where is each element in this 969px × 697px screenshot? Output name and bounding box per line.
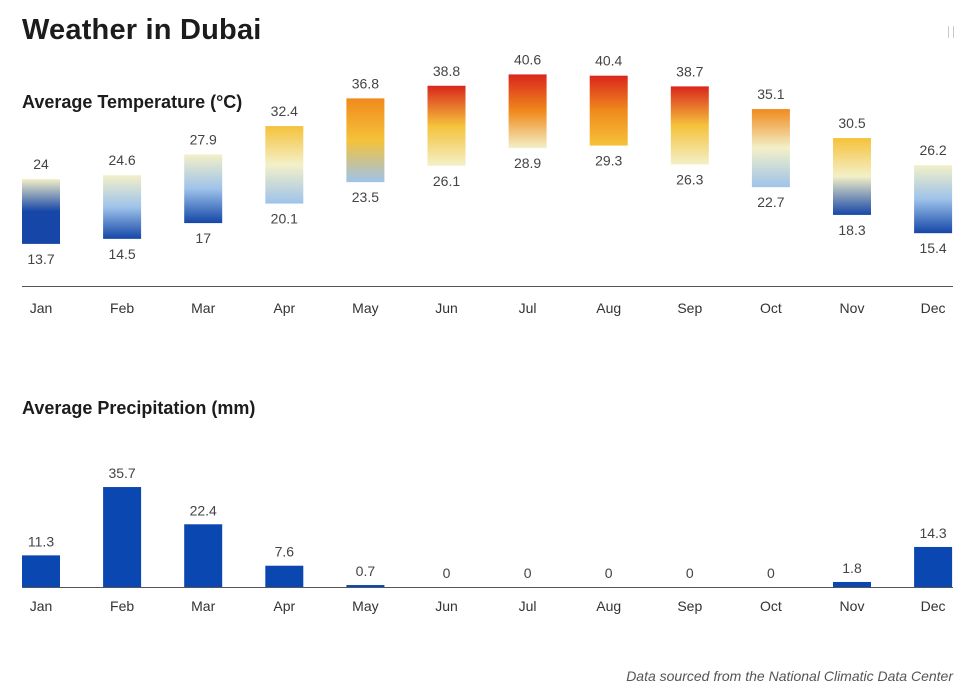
- month-label-dec: Dec: [921, 598, 946, 614]
- precip-value-label: 7.6: [275, 544, 295, 560]
- month-label-jun: Jun: [435, 598, 458, 614]
- month-label-aug: Aug: [596, 598, 621, 614]
- month-label-jun: Jun: [435, 300, 458, 316]
- temp-low-label: 26.1: [433, 173, 460, 189]
- temp-high-label: 40.6: [514, 51, 541, 67]
- temp-range-bar-sep: [670, 86, 709, 165]
- month-label-feb: Feb: [110, 598, 134, 614]
- temp-high-label: 24: [33, 156, 49, 172]
- precip-value-label: 0.7: [356, 563, 376, 579]
- precip-value-label: 0: [524, 565, 532, 581]
- month-label-mar: Mar: [191, 300, 215, 316]
- precip-bar-feb: [103, 487, 142, 587]
- temperature-chart: 24 13.7 Jan 24.6 14.5 Feb 27.9 17 Mar 32.4 20.1 Apr…: [22, 51, 953, 316]
- month-label-jan: Jan: [30, 598, 53, 614]
- temp-high-label: 32.4: [271, 103, 298, 119]
- temp-low-label: 29.3: [595, 153, 622, 169]
- month-label-oct: Oct: [760, 598, 782, 614]
- month-label-sep: Sep: [677, 598, 702, 614]
- scroll-indicator[interactable]: [948, 26, 954, 38]
- temp-high-label: 26.2: [919, 142, 946, 158]
- temp-high-label: 24.6: [108, 152, 135, 168]
- precip-value-label: 0: [767, 565, 775, 581]
- temp-range-bar-dec: [914, 165, 953, 234]
- temp-range-bar-mar: [184, 154, 223, 224]
- temp-low-label: 17: [195, 230, 211, 246]
- month-label-may: May: [352, 300, 378, 316]
- temp-high-label: 36.8: [352, 75, 379, 91]
- temp-low-label: 13.7: [27, 251, 54, 267]
- temp-high-label: 40.4: [595, 53, 622, 69]
- month-label-jul: Jul: [519, 598, 537, 614]
- precip-bar-mar: [184, 524, 223, 587]
- temp-high-label: 35.1: [757, 86, 784, 102]
- month-label-apr: Apr: [273, 300, 295, 316]
- temp-high-label: 27.9: [190, 131, 217, 147]
- precip-value-label: 11.3: [28, 533, 54, 549]
- precip-value-label: 14.3: [919, 525, 946, 541]
- month-label-aug: Aug: [596, 300, 621, 316]
- precip-value-label: 0: [686, 565, 694, 581]
- temp-low-label: 18.3: [838, 222, 865, 238]
- month-label-mar: Mar: [191, 598, 215, 614]
- month-label-dec: Dec: [921, 300, 946, 316]
- precip-value-label: 0: [605, 565, 613, 581]
- precip-bar-apr: [265, 565, 304, 587]
- temp-range-bar-jun: [427, 85, 466, 166]
- temp-range-bar-apr: [265, 126, 304, 204]
- temp-high-label: 38.7: [676, 63, 703, 79]
- temp-range-bar-oct: [751, 109, 790, 188]
- source-note: Data sourced from the National Climatic …: [626, 668, 953, 684]
- month-label-jul: Jul: [519, 300, 537, 316]
- temp-low-label: 20.1: [271, 211, 298, 227]
- precip-value-label: 22.4: [190, 502, 217, 518]
- temp-range-bar-feb: [103, 175, 142, 239]
- month-label-feb: Feb: [110, 300, 134, 316]
- temp-range-bar-nov: [833, 138, 871, 215]
- precip-value-label: 0: [443, 565, 451, 581]
- precip-bar-dec: [914, 546, 953, 587]
- temp-low-label: 28.9: [514, 155, 541, 171]
- temp-low-label: 23.5: [352, 189, 379, 205]
- month-label-jan: Jan: [30, 300, 53, 316]
- page-title: Weather in Dubai: [22, 14, 262, 46]
- month-label-nov: Nov: [840, 300, 865, 316]
- month-label-apr: Apr: [273, 598, 295, 614]
- precip-value-label: 1.8: [842, 560, 862, 576]
- temp-low-label: 26.3: [676, 172, 703, 188]
- temp-high-label: 30.5: [838, 115, 865, 131]
- precip-bar-nov: [833, 581, 871, 587]
- temperature-chart-title: Average Temperature (°C): [22, 92, 243, 112]
- temp-range-bar-jul: [508, 74, 547, 149]
- month-label-oct: Oct: [760, 300, 782, 316]
- temp-range-bar-aug: [589, 75, 628, 146]
- temp-high-label: 38.8: [433, 63, 460, 79]
- month-label-nov: Nov: [840, 598, 865, 614]
- precip-bar-jan: [22, 555, 60, 587]
- temp-range-bar-may: [346, 98, 385, 183]
- precipitation-chart-title: Average Precipitation (mm): [22, 398, 256, 418]
- temp-low-label: 14.5: [108, 246, 135, 262]
- temp-low-label: 22.7: [757, 194, 784, 210]
- month-label-sep: Sep: [677, 300, 702, 316]
- month-label-may: May: [352, 598, 378, 614]
- temp-range-bar-jan: [22, 179, 60, 244]
- precip-value-label: 35.7: [108, 465, 135, 481]
- precip-bar-may: [346, 585, 385, 587]
- temp-low-label: 15.4: [919, 240, 946, 256]
